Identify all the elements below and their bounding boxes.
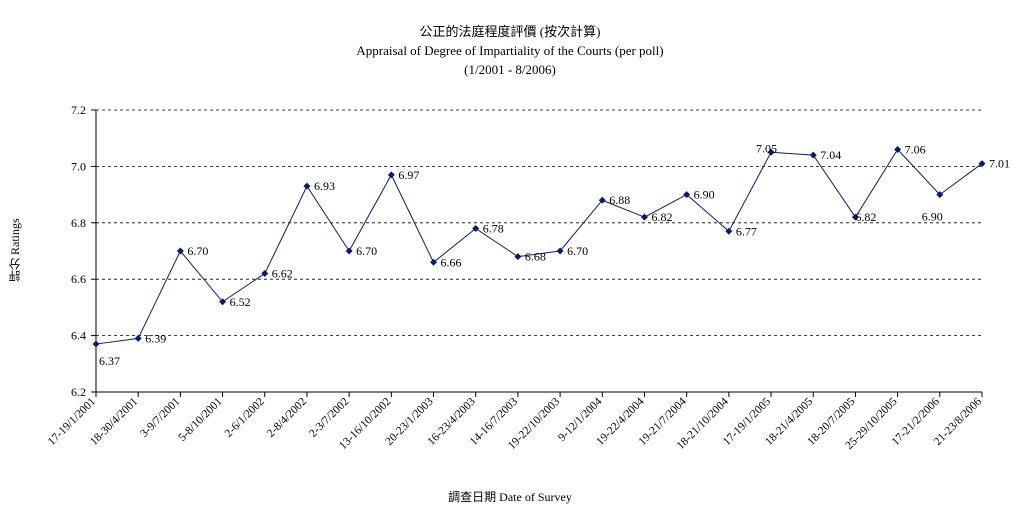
data-point — [387, 171, 395, 179]
data-point — [430, 258, 438, 266]
chart-titles: 公正的法庭程度評價 (按次計算) Appraisal of Degree of … — [0, 22, 1020, 79]
data-label: 6.97 — [398, 168, 419, 182]
x-tick-label: 2-3/7/2002 — [307, 395, 351, 439]
data-label: 7.04 — [820, 148, 841, 162]
data-point — [894, 145, 902, 153]
x-axis-label: 調查日期 Date of Survey — [448, 490, 572, 504]
chart-subtitle: Appraisal of Degree of Impartiality of t… — [356, 43, 664, 58]
data-label: 6.52 — [230, 295, 251, 309]
x-tick-label: 5-8/10/2001 — [176, 395, 224, 443]
data-point — [472, 224, 480, 232]
data-label: 7.06 — [905, 142, 926, 156]
data-label: 6.39 — [145, 331, 166, 345]
data-point — [851, 213, 859, 221]
data-label: 6.77 — [736, 224, 757, 238]
data-label: 6.70 — [187, 244, 208, 258]
data-point — [598, 196, 606, 204]
y-tick-label: 7.2 — [71, 103, 86, 117]
y-tick-label: 7.0 — [71, 159, 86, 173]
y-tick-label: 6.2 — [71, 385, 86, 399]
data-label: 6.93 — [314, 179, 335, 193]
data-point — [303, 182, 311, 190]
data-point — [683, 191, 691, 199]
data-point — [767, 148, 775, 156]
data-label: 6.70 — [356, 244, 377, 258]
x-tick-label: 2-6/1/2002 — [223, 395, 267, 439]
y-tick-label: 6.8 — [71, 216, 86, 230]
data-label: 6.90 — [922, 210, 943, 224]
data-point — [134, 334, 142, 342]
data-label: 6.82 — [651, 210, 672, 224]
data-point — [219, 298, 227, 306]
data-point — [92, 340, 100, 348]
data-label: 6.82 — [855, 210, 876, 224]
data-point — [725, 227, 733, 235]
series-line — [95, 148, 983, 345]
x-tick-label: 2-8/4/2002 — [265, 395, 309, 439]
chart-period: (1/2001 - 8/2006) — [464, 62, 556, 77]
data-label: 7.05 — [756, 141, 777, 155]
data-point — [345, 247, 353, 255]
data-label: 7.01 — [989, 157, 1010, 171]
data-label: 6.68 — [525, 250, 546, 264]
data-label: 6.62 — [272, 267, 293, 281]
data-point — [809, 151, 817, 159]
data-label: 6.90 — [694, 188, 715, 202]
data-label: 6.70 — [567, 244, 588, 258]
data-label: 6.88 — [609, 193, 630, 207]
y-tick-label: 6.6 — [71, 272, 86, 286]
data-point — [514, 253, 522, 261]
data-point — [176, 247, 184, 255]
data-label: 6.66 — [441, 255, 462, 269]
data-label: 6.78 — [483, 221, 504, 235]
y-tick-label: 6.4 — [71, 329, 86, 343]
x-tick-label: 3-9/7/2001 — [138, 395, 182, 439]
data-point — [936, 191, 944, 199]
data-point — [261, 270, 269, 278]
data-point — [978, 160, 986, 168]
chart-title: 公正的法庭程度評價 (按次計算) — [419, 24, 601, 39]
data-label: 6.37 — [99, 354, 120, 368]
data-point — [640, 213, 648, 221]
data-point — [556, 247, 564, 255]
